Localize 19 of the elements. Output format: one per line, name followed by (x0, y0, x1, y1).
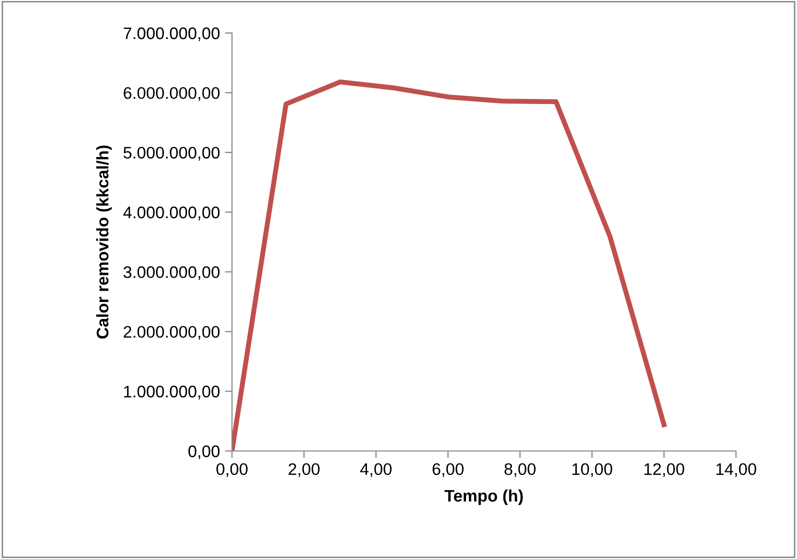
y-tick-label: 0,00 (188, 445, 220, 460)
x-tick-label: 10,00 (572, 463, 612, 478)
y-tick-label: 1.000.000,00 (124, 386, 220, 400)
x-tick-label: 0,00 (216, 463, 248, 478)
y-tick-label: 5.000.000,00 (124, 146, 220, 161)
x-tick-label: 2,00 (288, 463, 320, 478)
x-tick-label: 12,00 (644, 463, 684, 478)
x-tick-label: 14,00 (716, 463, 756, 478)
y-axis-title: Calor removido (kkcal/h) (96, 146, 112, 339)
y-tick-label: 4.000.000,00 (123, 206, 220, 220)
y-tick-label: 7.000.000,00 (124, 27, 220, 42)
x-tick-label: 8,00 (504, 463, 536, 478)
x-tick-label: 6,00 (432, 463, 464, 478)
x-tick-label: 4,00 (360, 463, 392, 478)
y-tick-label: 6.000.000,00 (124, 87, 220, 101)
line-series (232, 80, 666, 451)
y-tick-label: 2.000.000,00 (124, 326, 220, 340)
y-tick-label: 3.000.000,00 (124, 266, 220, 280)
x-axis-title: Tempo (h) (444, 489, 523, 505)
